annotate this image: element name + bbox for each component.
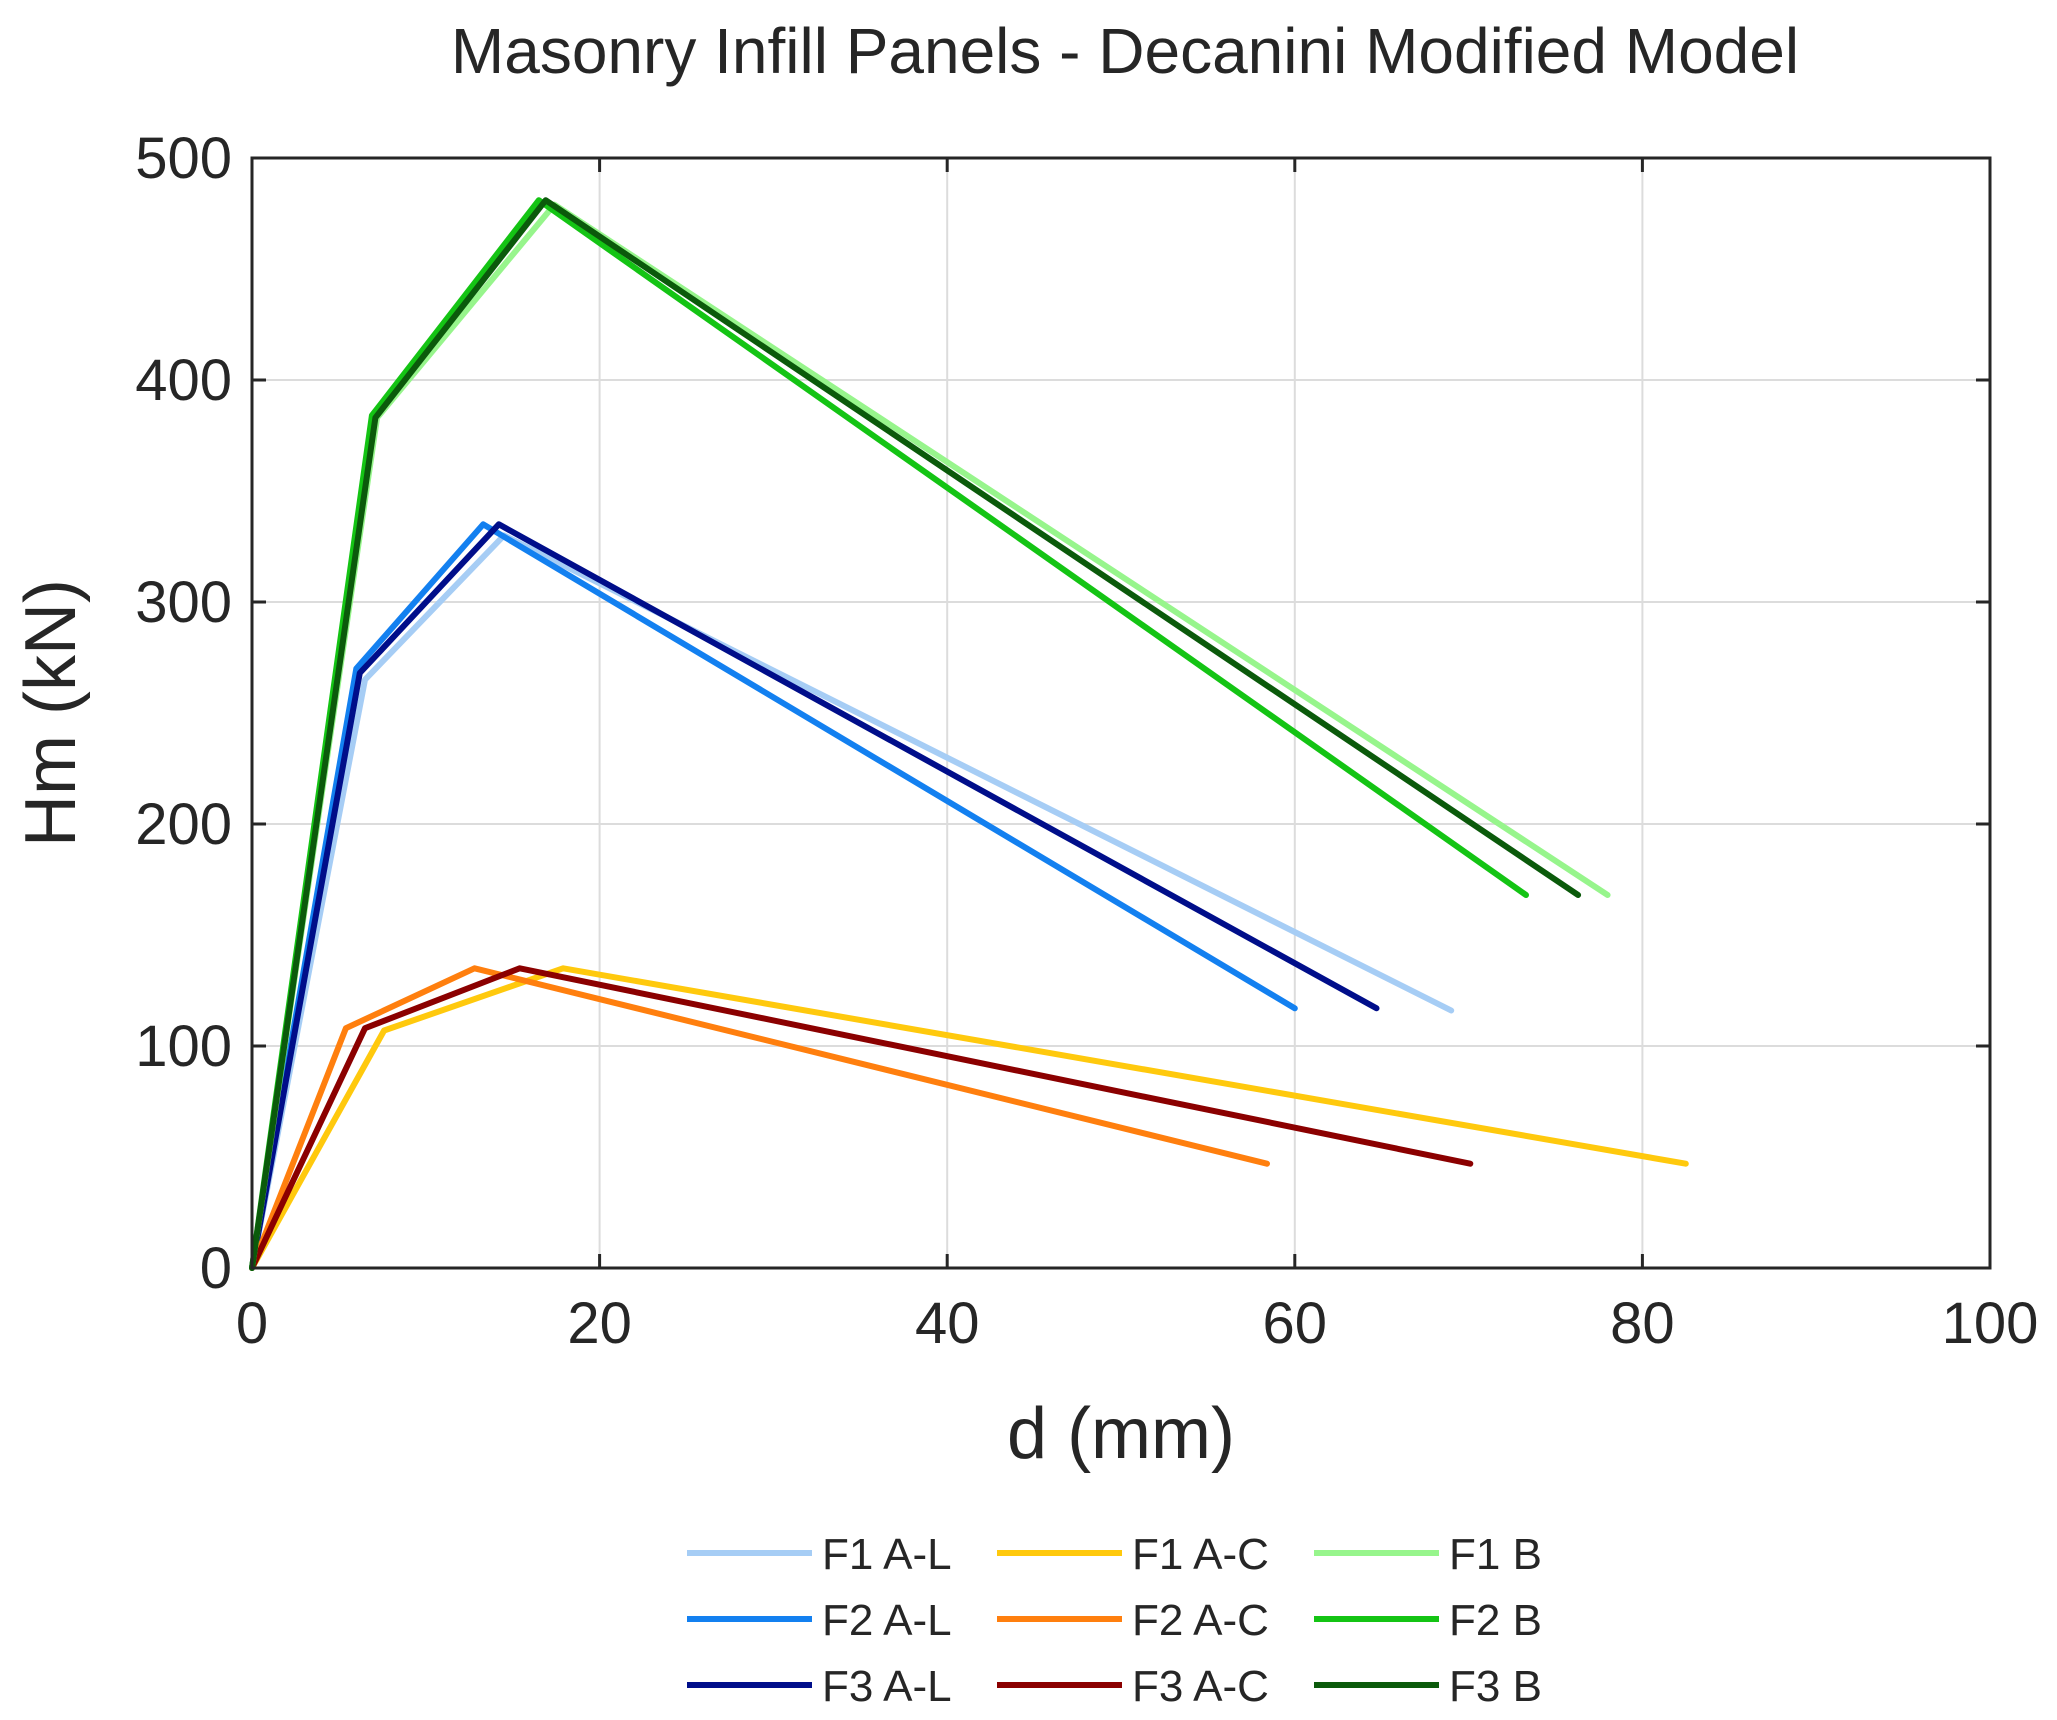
series-line-f3-a-l bbox=[249, 521, 1380, 1271]
series-line-f3-b bbox=[249, 197, 1582, 1271]
legend-label-f1-a-c: F1 A-C bbox=[1132, 1530, 1269, 1579]
y-tick-label: 200 bbox=[135, 792, 232, 857]
legend-label-f2-a-l: F2 A-L bbox=[822, 1596, 952, 1645]
y-axis-label: Hm (kN) bbox=[11, 579, 91, 847]
chart-title: Masonry Infill Panels - Decanini Modifie… bbox=[451, 15, 1799, 87]
plot-area bbox=[252, 158, 1990, 1268]
legend: F1 A-L F2 A-L F3 A-L F1 A-C F2 A-C F3 A-C F1 B… bbox=[687, 1530, 1542, 1711]
legend-label-f3-b: F3 B bbox=[1449, 1662, 1542, 1711]
x-tick-label: 40 bbox=[915, 1291, 980, 1356]
x-tick-label: 100 bbox=[1942, 1291, 2039, 1356]
x-tick-label: 20 bbox=[567, 1291, 632, 1356]
y-tick-label: 300 bbox=[135, 570, 232, 635]
y-ticks: 0 100 200 300 400 500 bbox=[135, 126, 1990, 1301]
y-tick-label: 500 bbox=[135, 126, 232, 191]
series-line-f2-a-c bbox=[249, 965, 1270, 1271]
y-tick-label: 400 bbox=[135, 348, 232, 413]
series-lines bbox=[249, 197, 1689, 1271]
legend-label-f3-a-c: F3 A-C bbox=[1132, 1662, 1269, 1711]
grid bbox=[252, 158, 1990, 1268]
x-tick-label: 0 bbox=[236, 1291, 268, 1356]
series-line-f3-a-c bbox=[249, 965, 1474, 1271]
legend-label-f2-a-c: F2 A-C bbox=[1132, 1596, 1269, 1645]
legend-label-f1-b: F1 B bbox=[1449, 1530, 1542, 1579]
series-line-f1-a-c bbox=[249, 965, 1689, 1271]
x-axis-label: d (mm) bbox=[1007, 1394, 1235, 1474]
y-tick-label: 0 bbox=[200, 1236, 232, 1301]
legend-label-f1-a-l: F1 A-L bbox=[822, 1530, 952, 1579]
plot-frame bbox=[250, 156, 1992, 1270]
series-line-f1-a-l bbox=[249, 532, 1455, 1271]
y-tick-label: 100 bbox=[135, 1014, 232, 1079]
legend-label-f3-a-l: F3 A-L bbox=[822, 1662, 952, 1711]
x-ticks: 0 20 40 60 80 100 bbox=[236, 158, 2039, 1356]
x-tick-label: 80 bbox=[1610, 1291, 1675, 1356]
x-tick-label: 60 bbox=[1263, 1291, 1328, 1356]
legend-label-f2-b: F2 B bbox=[1449, 1596, 1542, 1645]
